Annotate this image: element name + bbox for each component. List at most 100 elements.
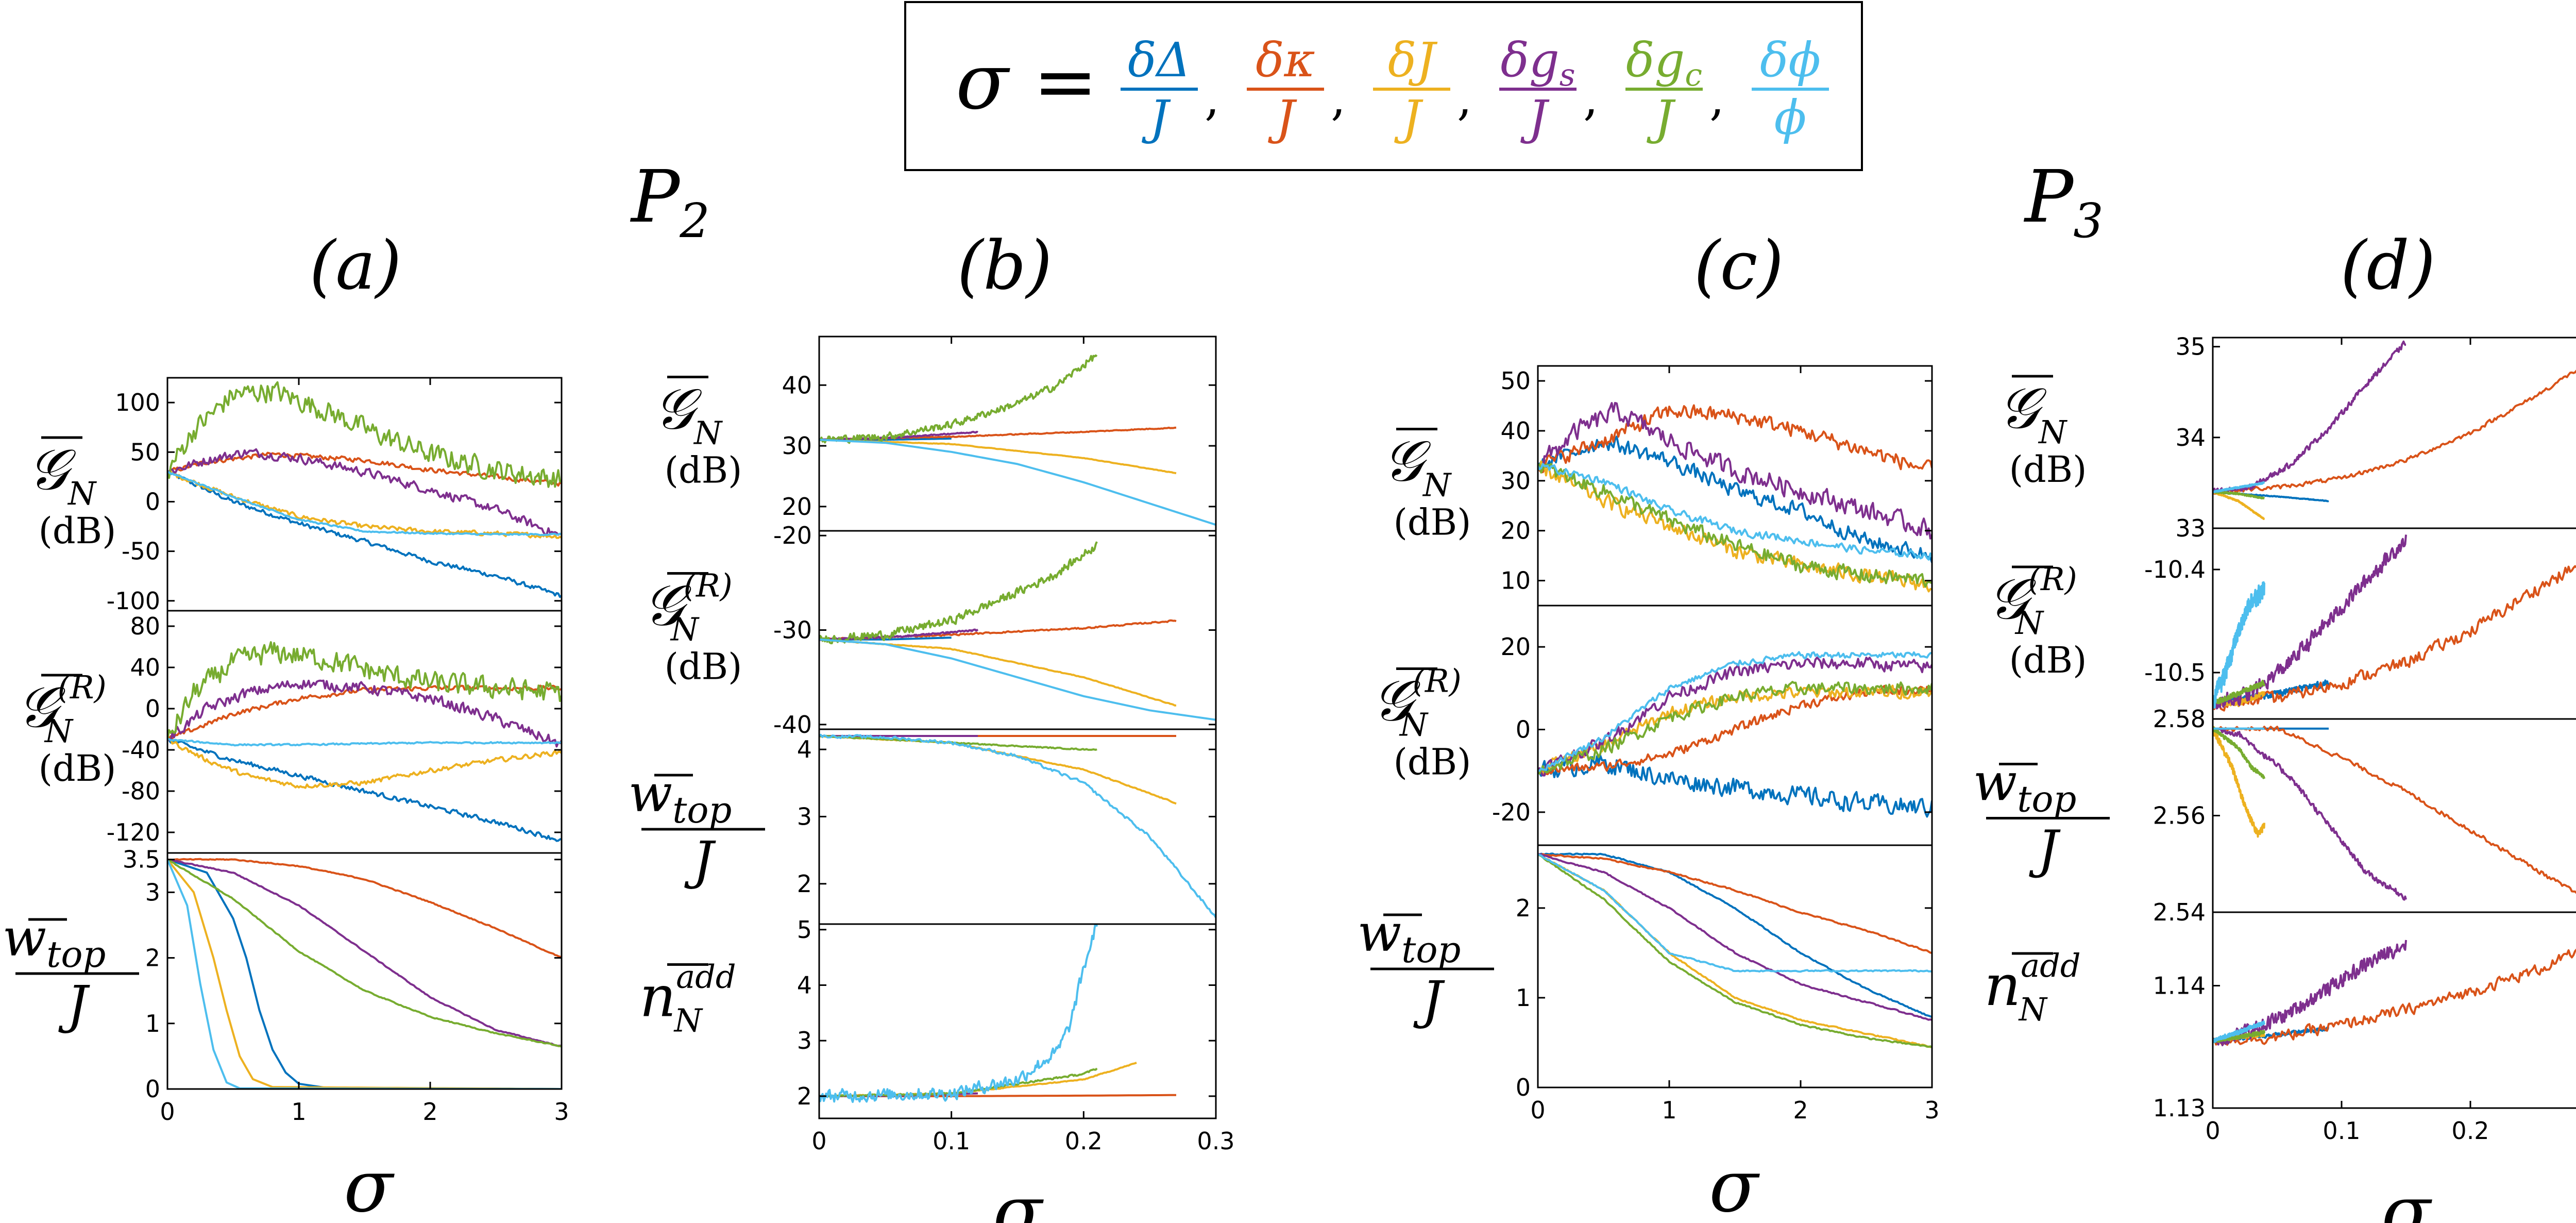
legend-separator: , <box>1331 71 1346 126</box>
ylabel-numerator: wtop <box>1973 752 2077 820</box>
x-axis-label: σ <box>2381 1170 2432 1223</box>
y-tick-label: 1.14 <box>2153 972 2206 1000</box>
panel-letter: (b) <box>957 226 1053 305</box>
subplot: 80 40 0 -40 -80 -120 𝒢(R) N(dB) <box>17 610 563 854</box>
series-line <box>2213 581 2265 709</box>
series-group <box>2213 340 2576 520</box>
series-line <box>167 858 562 1047</box>
y-tick-label: 0 <box>145 1075 160 1103</box>
series-line <box>819 638 1216 721</box>
series-group <box>167 858 562 1089</box>
legend-numerator: δϕ <box>1760 32 1821 88</box>
legend-numerator: δJ <box>1388 32 1438 88</box>
series-line <box>167 859 562 1048</box>
subplot: 100 50 0 -50 -100 𝒢N(dB) <box>28 377 563 615</box>
series-line <box>2213 565 2576 712</box>
ylabel-numerator: wtop <box>1358 903 1461 971</box>
axes-frame <box>818 728 1217 925</box>
series-line <box>2213 340 2406 493</box>
legend-separator: , <box>1583 71 1598 126</box>
series-line <box>167 471 562 598</box>
y-tick-label: -50 <box>122 538 160 565</box>
x-tick-label: 0.2 <box>1065 1127 1103 1155</box>
ylabel-sub: N <box>1399 706 1429 744</box>
y-tick-label: -10.4 <box>2144 556 2206 583</box>
ylabel-denominator: J <box>1413 970 1445 1030</box>
series-group <box>819 541 1216 721</box>
y-tick-label: 35 <box>2175 333 2206 361</box>
group-label-sub: 3 <box>2073 193 2104 248</box>
ylabel-main: 𝒢(R) N <box>17 668 106 750</box>
series-line <box>1538 684 1932 776</box>
axes-frame <box>166 852 563 1090</box>
x-tick-label: 1 <box>291 1098 306 1126</box>
subplot: 35 34 33 𝒢N(dB) <box>1998 333 2576 542</box>
legend-separator: , <box>1709 71 1724 126</box>
series-group <box>1538 852 1932 1048</box>
series-group <box>819 354 1216 526</box>
ylabel-numerator-sub: top <box>1401 929 1461 971</box>
x-tick-label: 0 <box>160 1098 175 1126</box>
subplot: 50 40 30 20 10 𝒢N(dB) <box>1383 365 1933 607</box>
series-line <box>2213 679 2265 707</box>
series-line <box>167 859 562 1089</box>
series-line <box>819 924 1098 1103</box>
series-line <box>167 641 562 740</box>
legend-numerator: δΔ <box>1128 32 1191 88</box>
group-label-sub: 2 <box>679 193 710 248</box>
series-group <box>2213 940 2576 1047</box>
y-tick-label: 33 <box>2175 514 2206 542</box>
series-line <box>1538 462 1932 588</box>
ylabel-sub: N <box>673 1002 704 1040</box>
x-tick-label: 0.2 <box>2451 1117 2489 1145</box>
ylabel-main: 𝒢(R) N <box>643 567 732 648</box>
series-line <box>2213 490 2265 499</box>
axes-frame <box>1537 365 1933 607</box>
series-group <box>1538 401 1932 593</box>
y-tick-label: -120 <box>107 818 160 846</box>
ylabel-main: 𝒢N <box>654 376 723 452</box>
series-line <box>167 470 562 539</box>
ylabel-sub: N <box>2018 991 2048 1028</box>
y-tick-label: 100 <box>115 389 160 416</box>
series-group <box>2213 726 2576 901</box>
legend-numerator-sub: c <box>1685 57 1702 93</box>
y-tick-label: 2.54 <box>2153 898 2206 926</box>
series-line <box>1538 460 1932 593</box>
series-line <box>1538 651 1932 772</box>
series-line <box>1538 401 1932 540</box>
y-tick-label: -20 <box>1492 798 1531 826</box>
ylabel-unit: (dB) <box>665 646 742 688</box>
ylabel-numerator-sub: top <box>2017 778 2076 820</box>
y-tick-label: 10 <box>1500 567 1531 595</box>
y-tick-label: 0 <box>1516 1074 1531 1101</box>
series-line <box>167 471 562 537</box>
group-label: P3 <box>2023 155 2104 248</box>
axes-frame <box>1537 844 1933 1088</box>
series-line <box>167 738 562 747</box>
axes-frame <box>2212 718 2576 913</box>
x-tick-label: 0 <box>2205 1117 2220 1145</box>
series-line <box>167 381 562 488</box>
subplot: 5 4 3 2 nadd N <box>639 916 1217 1119</box>
y-tick-label: 20 <box>782 493 812 521</box>
y-tick-label: 2 <box>797 1082 812 1110</box>
series-line <box>1538 853 1932 1048</box>
x-tick-label: 3 <box>554 1098 569 1126</box>
axes-frame <box>818 923 1217 1119</box>
series-line <box>167 739 562 842</box>
series-line <box>1538 853 1932 1021</box>
ylabel-numerator-sub: top <box>46 933 106 976</box>
y-tick-label: 0 <box>145 695 160 723</box>
legend-denominator: ϕ <box>1774 90 1807 145</box>
ylabel-sub: N <box>670 611 700 648</box>
legend-separator: , <box>1205 71 1219 126</box>
x-axis-label: σ <box>1709 1145 1760 1223</box>
y-tick-label: -40 <box>122 736 160 764</box>
series-line <box>2213 940 2407 1047</box>
y-tick-label: 2 <box>145 944 160 972</box>
